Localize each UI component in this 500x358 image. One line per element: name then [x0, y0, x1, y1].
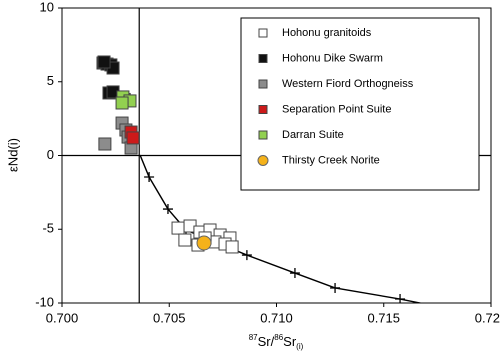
- legend-box: [240, 17, 480, 191]
- y-tick-label: -10: [35, 294, 54, 309]
- y-axis-label: εNd(i): [5, 138, 20, 172]
- curve-marker: [144, 172, 155, 183]
- square-point: [225, 240, 239, 254]
- legend-marker: [258, 79, 268, 89]
- square-point: [115, 96, 129, 110]
- curve-marker: [395, 294, 406, 303]
- legend-marker: [258, 105, 268, 114]
- square-point: [98, 137, 112, 151]
- legend-label: Hohonu granitoids: [282, 27, 372, 39]
- x-label-sub: (i): [296, 342, 303, 351]
- curve-marker: [330, 282, 341, 293]
- y-tick-label: 0: [47, 147, 54, 162]
- x-tick-label: 0.715: [367, 310, 400, 325]
- legend-marker: [258, 28, 268, 38]
- x-label-sup: 86: [274, 333, 283, 342]
- curve-marker: [241, 250, 252, 261]
- legend-label: Thirsty Creek Norite: [282, 154, 380, 166]
- curve-marker: [162, 204, 173, 215]
- x-tick-label: 0.710: [260, 310, 293, 325]
- legend-label: Western Fiord Orthogneiss: [282, 78, 414, 90]
- legend-label: Hohonu Dike Swarm: [282, 52, 383, 64]
- legend-label: Separation Point Suite: [282, 103, 391, 115]
- square-point: [171, 221, 185, 235]
- legend-marker: [257, 155, 269, 166]
- x-axis-label: 87Sr/86Sr(i): [249, 333, 304, 351]
- y-tick-label: 10: [40, 0, 54, 14]
- x-tick-label: 0.705: [153, 310, 186, 325]
- legend-marker: [258, 54, 268, 63]
- legend-label: Darran Suite: [282, 129, 344, 141]
- x-tick-label: 0.700: [46, 310, 79, 325]
- legend-marker: [258, 130, 268, 140]
- square-point: [126, 131, 140, 145]
- y-tick-label: 5: [47, 73, 54, 88]
- circle-point: [196, 235, 212, 251]
- y-tick-label: -5: [42, 221, 54, 236]
- square-point: [97, 55, 111, 69]
- x-label-text: Sr: [283, 334, 297, 349]
- x-label-text: Sr/: [258, 334, 275, 349]
- x-label-sup: 87: [249, 333, 258, 342]
- square-point: [178, 233, 192, 247]
- curve-marker: [289, 268, 300, 279]
- x-tick-label: 0.720: [475, 310, 500, 325]
